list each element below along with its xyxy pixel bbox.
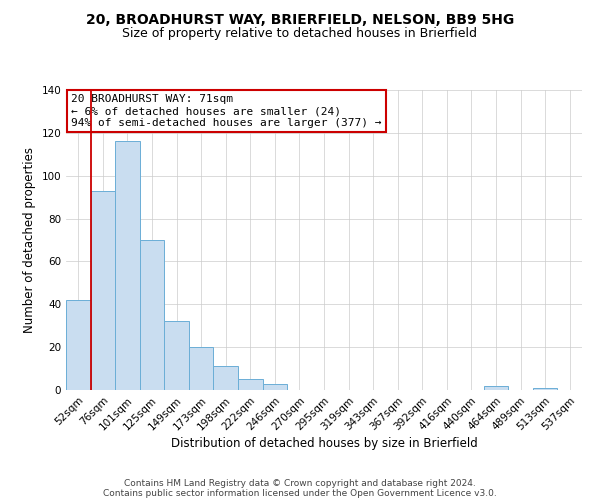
Bar xyxy=(164,322,189,390)
X-axis label: Distribution of detached houses by size in Brierfield: Distribution of detached houses by size … xyxy=(170,438,478,450)
Text: 20, BROADHURST WAY, BRIERFIELD, NELSON, BB9 5HG: 20, BROADHURST WAY, BRIERFIELD, NELSON, … xyxy=(86,12,514,26)
Bar xyxy=(533,388,557,390)
Bar xyxy=(91,190,115,390)
Text: Contains HM Land Registry data © Crown copyright and database right 2024.: Contains HM Land Registry data © Crown c… xyxy=(124,478,476,488)
Bar xyxy=(484,386,508,390)
Text: Size of property relative to detached houses in Brierfield: Size of property relative to detached ho… xyxy=(122,28,478,40)
Bar xyxy=(66,300,91,390)
Bar xyxy=(263,384,287,390)
Text: 20 BROADHURST WAY: 71sqm
← 6% of detached houses are smaller (24)
94% of semi-de: 20 BROADHURST WAY: 71sqm ← 6% of detache… xyxy=(71,94,382,128)
Bar xyxy=(140,240,164,390)
Y-axis label: Number of detached properties: Number of detached properties xyxy=(23,147,36,333)
Bar xyxy=(238,380,263,390)
Bar xyxy=(214,366,238,390)
Bar xyxy=(189,347,214,390)
Bar xyxy=(115,142,140,390)
Text: Contains public sector information licensed under the Open Government Licence v3: Contains public sector information licen… xyxy=(103,488,497,498)
